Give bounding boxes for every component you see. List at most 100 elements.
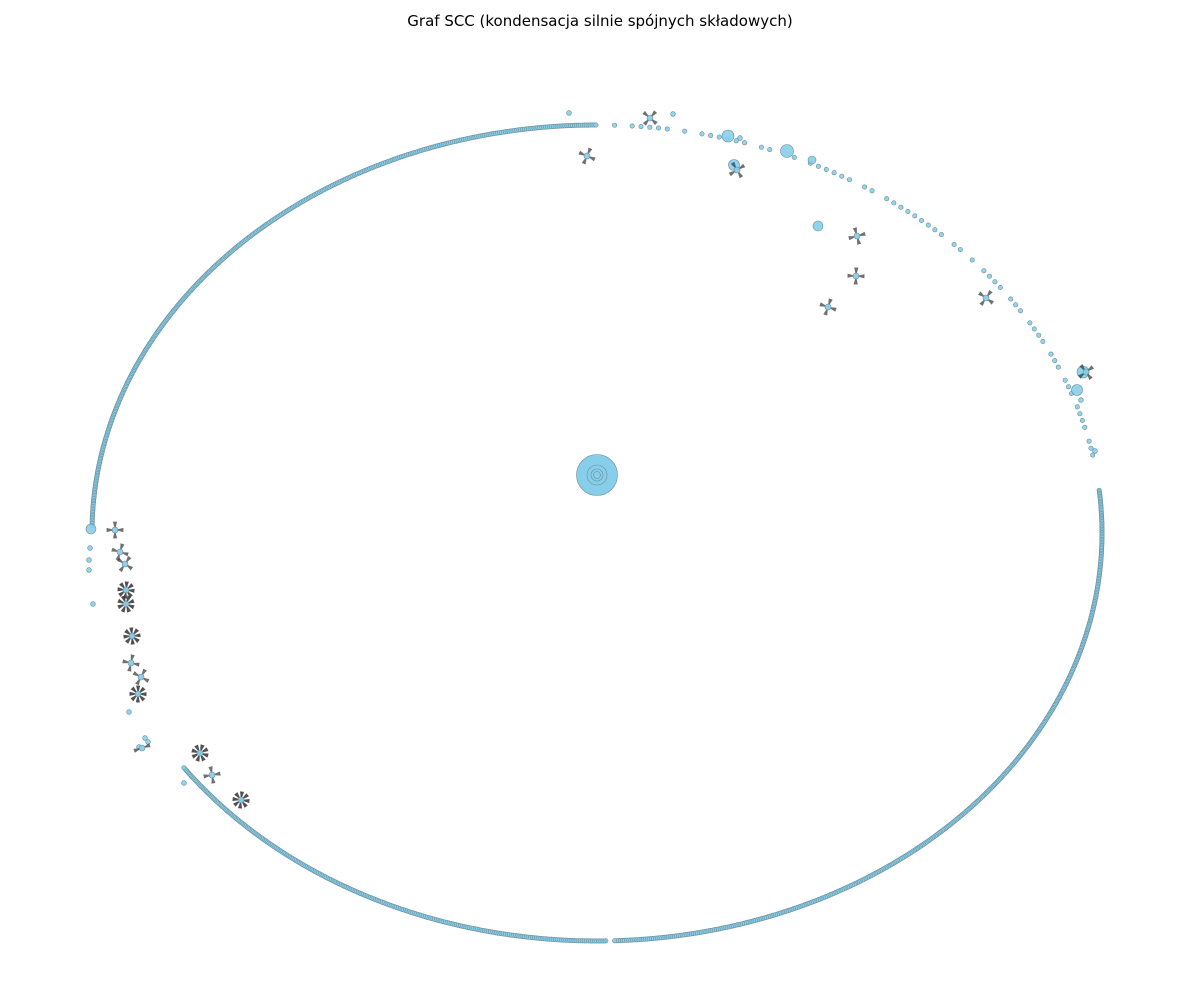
singleton-node: [142, 735, 148, 741]
singleton-node: [86, 557, 92, 563]
ring-node: [682, 128, 688, 134]
ring-node: [593, 122, 599, 128]
edge-arrow: [136, 685, 141, 694]
component-node: [853, 232, 861, 240]
component-node: [128, 632, 136, 640]
ring-node: [957, 247, 963, 253]
ring-node: [1079, 417, 1085, 423]
ring-node: [1066, 384, 1072, 390]
singleton-node: [145, 739, 151, 745]
scattered-nodes: [85, 110, 1098, 786]
component-node: [1082, 368, 1090, 376]
large-node: [812, 220, 824, 232]
ring-node: [898, 204, 904, 210]
large-node: [807, 155, 817, 165]
ring-node: [758, 144, 764, 150]
central-component: [576, 454, 618, 496]
ring-node: [1031, 326, 1037, 332]
ring-node: [1048, 351, 1054, 357]
ring-node: [823, 167, 829, 173]
component-node: [122, 586, 130, 594]
edge-arrow: [138, 692, 147, 697]
ring-node: [1013, 302, 1019, 308]
ring-nodes: [89, 122, 1105, 944]
ring-node: [862, 184, 868, 190]
large-node: [721, 129, 735, 143]
edge-arrow: [856, 274, 865, 279]
edge-arrow: [106, 527, 115, 533]
ring-node: [891, 200, 897, 206]
ring-node: [1082, 424, 1088, 430]
ring-node: [1036, 332, 1042, 338]
singleton-node: [90, 601, 96, 607]
component-node: [583, 152, 591, 160]
large-node: [780, 144, 794, 158]
ring-node: [647, 124, 653, 130]
ring-node: [655, 125, 661, 131]
ring-node: [1090, 452, 1096, 458]
edge-arrow: [135, 694, 140, 703]
ring-node: [986, 273, 992, 279]
singleton-node: [86, 567, 92, 573]
ring-node: [846, 177, 852, 183]
chart-title: Graf SCC (kondensacja silnie spójnych sk…: [407, 12, 793, 30]
small-components: [106, 110, 1094, 809]
ring-node: [1008, 296, 1014, 302]
ring-node: [839, 173, 845, 179]
edge-arrow: [853, 276, 858, 285]
component-node: [824, 303, 832, 311]
singleton-node: [566, 110, 572, 116]
ring-node: [938, 232, 944, 238]
ring-node: [884, 196, 890, 202]
ring-node: [925, 222, 931, 228]
edge-arrow: [854, 267, 859, 276]
edge-arrow: [129, 691, 138, 696]
ring-node: [912, 213, 918, 219]
singleton-node: [670, 111, 676, 117]
component-node: [982, 294, 990, 302]
edge-arrow: [115, 527, 124, 533]
ring-node: [919, 218, 925, 224]
ring-node: [708, 133, 714, 139]
ring-node: [1074, 404, 1080, 410]
component-node: [733, 166, 741, 174]
ring-node: [1062, 377, 1068, 383]
singleton-node: [126, 709, 132, 715]
ring-node: [997, 284, 1003, 290]
ring-node: [767, 147, 773, 153]
component-node: [137, 673, 145, 681]
ring-node: [742, 140, 748, 146]
component-node: [852, 272, 860, 280]
singleton-node: [1078, 397, 1084, 403]
component-node: [127, 659, 135, 667]
edge-arrow: [847, 273, 856, 278]
component-node: [237, 796, 245, 804]
ring-node: [932, 227, 938, 233]
singleton-node: [737, 135, 743, 141]
component-node: [116, 548, 124, 556]
ring-node: [815, 163, 821, 169]
ring-node: [1086, 438, 1092, 444]
ring-node: [664, 126, 670, 132]
component-node: [196, 749, 204, 757]
component-node: [134, 690, 142, 698]
singleton-node: [181, 780, 187, 786]
large-node: [85, 523, 97, 535]
ring-node: [1027, 320, 1033, 326]
ring-node: [716, 134, 722, 140]
ring-node: [981, 268, 987, 274]
ring-node: [905, 209, 911, 215]
component-node: [138, 744, 146, 752]
component-node: [646, 114, 654, 122]
ring-node: [869, 188, 875, 194]
ring-node: [612, 122, 618, 128]
ring-node: [951, 242, 957, 248]
ring-node: [612, 938, 618, 944]
central-inner-node: [593, 471, 601, 479]
ring-node: [699, 131, 705, 137]
component-node: [208, 771, 216, 779]
ring-node: [733, 138, 739, 144]
ring-node: [1052, 358, 1058, 364]
